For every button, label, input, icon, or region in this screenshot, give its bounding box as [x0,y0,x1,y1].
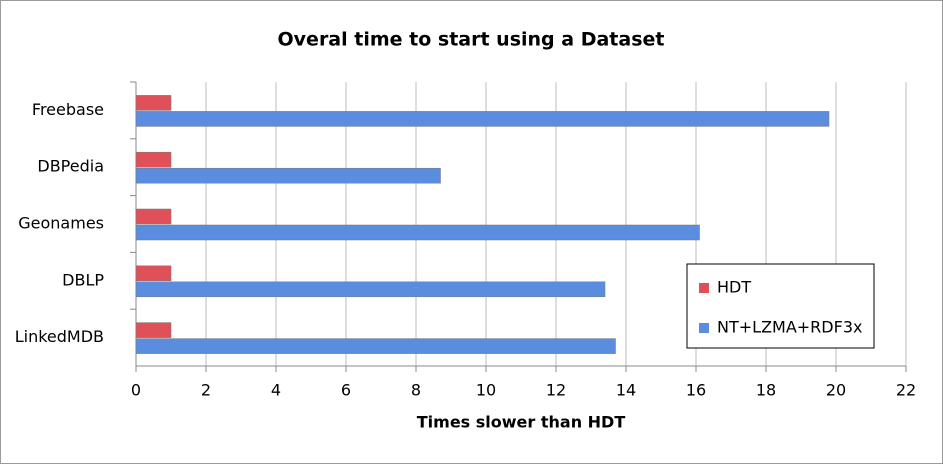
y-tick-label: LinkedMDB [15,327,104,346]
x-tick-label: 16 [686,381,706,400]
y-tick-label: Freebase [32,100,104,119]
x-tick-label: 8 [411,381,421,400]
chart-title: Overal time to start using a Dataset [278,29,665,51]
bar [135,322,172,338]
bar [135,95,172,111]
bar [135,167,441,184]
y-tick-label: Geonames [18,214,104,233]
bar [135,281,606,298]
bar [135,338,616,354]
x-tick-label: 22 [896,381,916,400]
x-tick-label: 4 [271,381,281,400]
bar [135,208,172,225]
x-tick-label: 12 [546,381,566,400]
x-tick-label: 14 [616,381,636,400]
y-tick-label: DBLP [62,270,104,289]
legend-swatch [699,323,709,333]
x-tick-label: 0 [131,381,141,400]
bar [135,151,172,168]
x-tick-label: 6 [341,381,351,400]
x-tick-label: 2 [201,381,211,400]
legend-label: NT+LZMA+RDF3x [717,318,862,337]
legend-box [686,263,875,349]
x-axis-label: Times slower than HDT [417,413,626,432]
legend-label: HDT [717,278,751,297]
x-tick-label: 10 [476,381,496,400]
legend-swatch [699,283,709,293]
bar [135,265,172,282]
x-tick-label: 18 [756,381,776,400]
x-tick-label: 20 [826,381,846,400]
bar [135,111,830,127]
y-tick-label: DBPedia [37,157,104,176]
bar [135,224,700,241]
